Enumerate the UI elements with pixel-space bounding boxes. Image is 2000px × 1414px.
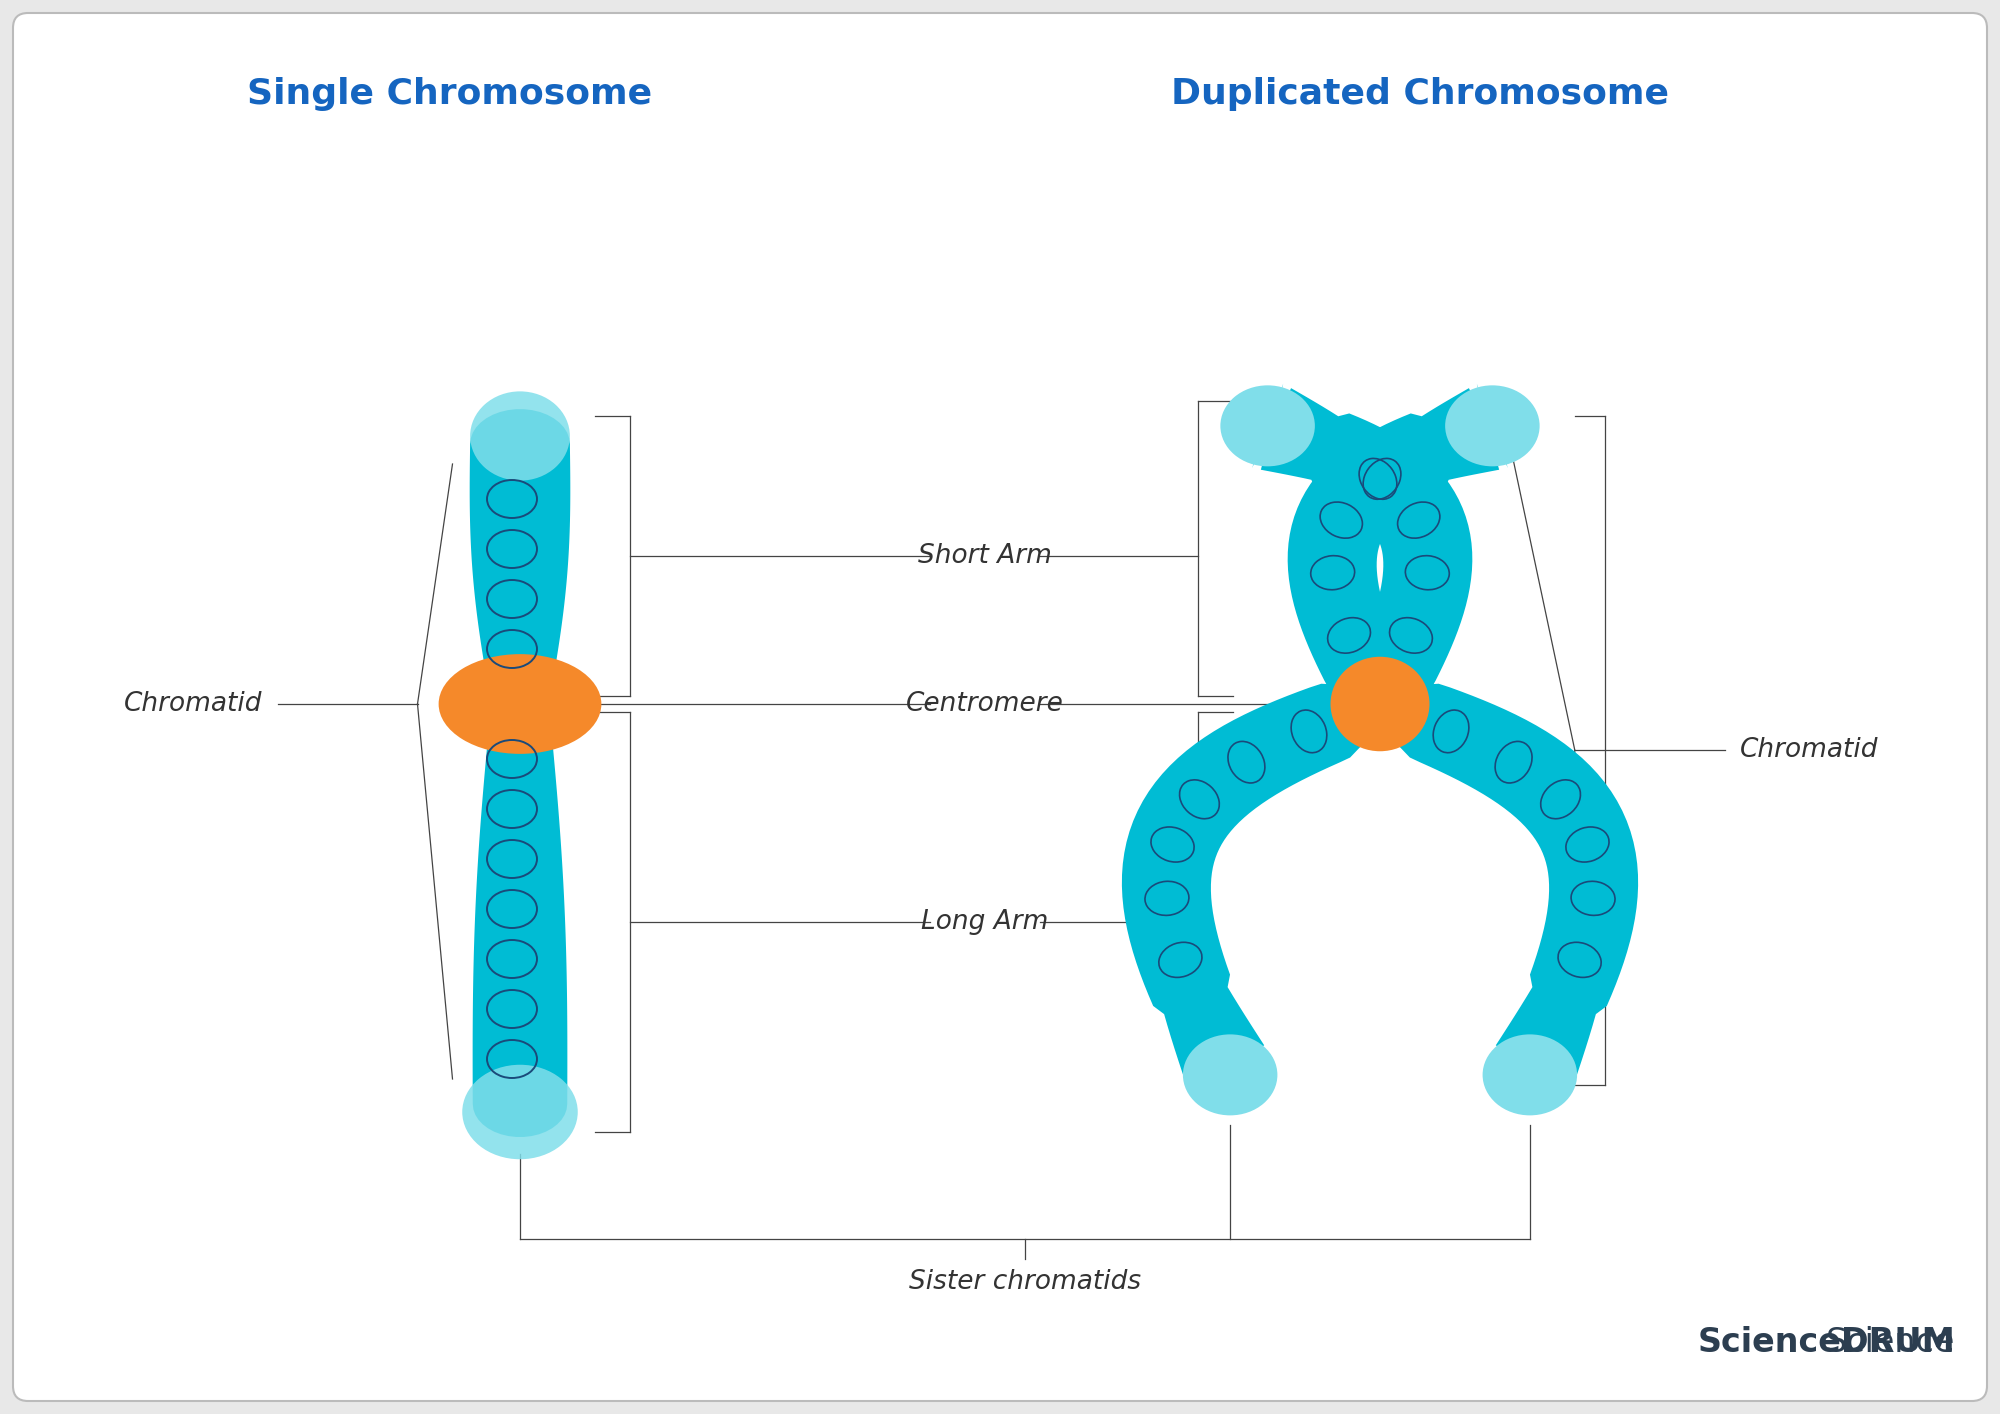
Text: Centromere: Centromere	[906, 691, 1064, 717]
Text: Science: Science	[1826, 1326, 1956, 1359]
Polygon shape	[470, 409, 570, 1137]
FancyBboxPatch shape	[14, 13, 1988, 1401]
Text: Single Chromosome: Single Chromosome	[248, 76, 652, 112]
Text: Short Arm: Short Arm	[918, 543, 1052, 568]
Polygon shape	[1122, 684, 1386, 1094]
Ellipse shape	[1446, 386, 1540, 467]
Ellipse shape	[1482, 1035, 1578, 1116]
Polygon shape	[1288, 383, 1508, 711]
Text: Duplicated Chromosome: Duplicated Chromosome	[1172, 76, 1668, 112]
Text: Chromatid: Chromatid	[1740, 737, 1878, 764]
Ellipse shape	[470, 392, 570, 481]
Polygon shape	[1374, 684, 1638, 1094]
Text: Sister chromatids: Sister chromatids	[908, 1268, 1140, 1295]
Text: Long Arm: Long Arm	[922, 909, 1048, 935]
Text: Chromatid: Chromatid	[124, 691, 262, 717]
Ellipse shape	[1182, 1035, 1278, 1116]
Ellipse shape	[438, 655, 602, 754]
Text: ScienceDRUM: ScienceDRUM	[1698, 1326, 1956, 1359]
Ellipse shape	[462, 1065, 578, 1159]
Ellipse shape	[1220, 386, 1314, 467]
Polygon shape	[1252, 383, 1472, 711]
Ellipse shape	[1330, 656, 1430, 751]
